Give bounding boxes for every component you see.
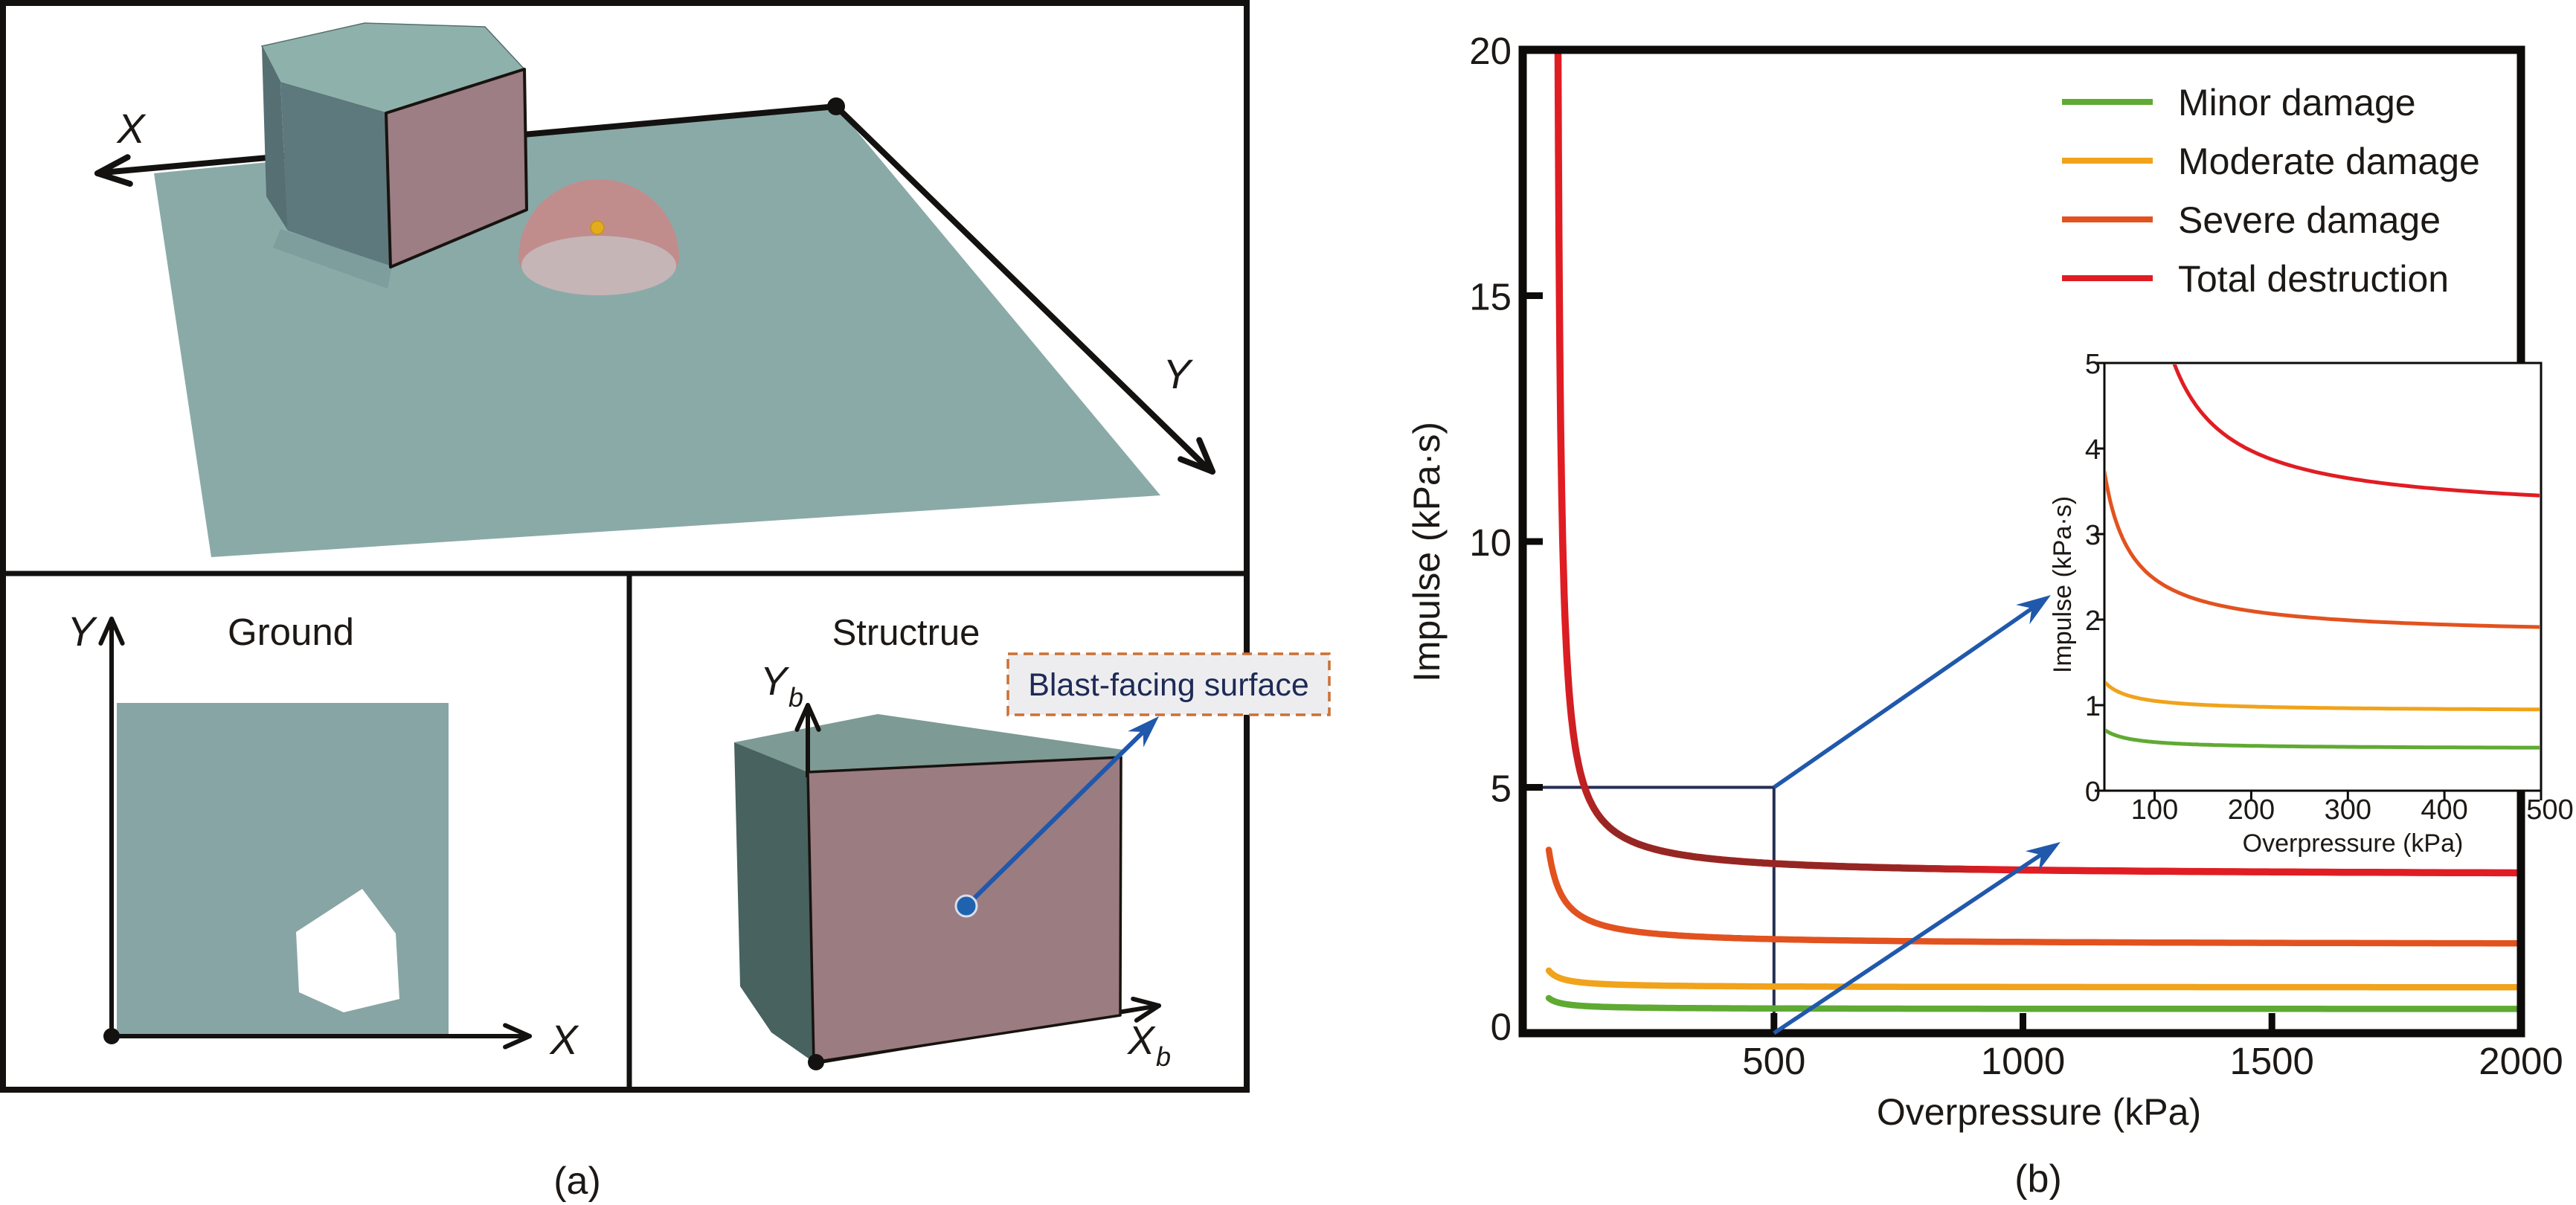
- svg-text:Moderate damage: Moderate damage: [2178, 141, 2480, 182]
- svg-text:b: b: [1156, 1041, 1171, 1072]
- svg-text:Total destruction: Total destruction: [2178, 258, 2449, 300]
- svg-text:Minor damage: Minor damage: [2178, 82, 2416, 123]
- svg-text:1: 1: [2085, 691, 2101, 722]
- svg-text:15: 15: [1469, 276, 1512, 318]
- svg-text:Severe damage: Severe damage: [2178, 199, 2441, 241]
- svg-text:300: 300: [2325, 794, 2371, 826]
- svg-text:400: 400: [2421, 794, 2467, 826]
- svg-text:0: 0: [1491, 1006, 1512, 1048]
- svg-text:b: b: [788, 682, 803, 713]
- svg-text:500: 500: [1742, 1040, 1805, 1082]
- svg-text:Structrue: Structrue: [832, 613, 980, 653]
- svg-text:20: 20: [1469, 30, 1512, 72]
- svg-text:Y: Y: [1163, 350, 1193, 397]
- svg-text:Blast-facing surface: Blast-facing surface: [1028, 667, 1309, 703]
- svg-text:X: X: [548, 1016, 579, 1063]
- svg-text:Overpressure (kPa): Overpressure (kPa): [2243, 829, 2464, 858]
- svg-text:500: 500: [2526, 794, 2573, 826]
- svg-text:Overpressure (kPa): Overpressure (kPa): [1877, 1091, 2201, 1133]
- svg-text:100: 100: [2131, 794, 2178, 826]
- svg-text:Impulse (kPa·s): Impulse (kPa·s): [2049, 496, 2077, 673]
- svg-text:X: X: [115, 105, 147, 152]
- svg-text:Y: Y: [760, 659, 790, 704]
- svg-text:1500: 1500: [2229, 1040, 2313, 1082]
- svg-text:(a): (a): [553, 1160, 601, 1203]
- svg-text:Ground: Ground: [228, 611, 354, 653]
- svg-text:4: 4: [2085, 434, 2101, 466]
- svg-text:5: 5: [1491, 768, 1512, 810]
- svg-text:X: X: [1126, 1018, 1156, 1063]
- svg-text:Impulse (kPa·s): Impulse (kPa·s): [1406, 422, 1448, 682]
- svg-text:Y: Y: [67, 608, 97, 655]
- svg-text:2: 2: [2085, 605, 2101, 637]
- svg-text:10: 10: [1469, 521, 1512, 564]
- svg-text:5: 5: [2085, 349, 2101, 380]
- svg-text:(b): (b): [2014, 1157, 2062, 1201]
- svg-text:3: 3: [2085, 520, 2101, 551]
- svg-text:0: 0: [2085, 777, 2101, 808]
- svg-text:1000: 1000: [1981, 1040, 2065, 1082]
- svg-text:200: 200: [2228, 794, 2275, 826]
- svg-text:2000: 2000: [2479, 1040, 2563, 1082]
